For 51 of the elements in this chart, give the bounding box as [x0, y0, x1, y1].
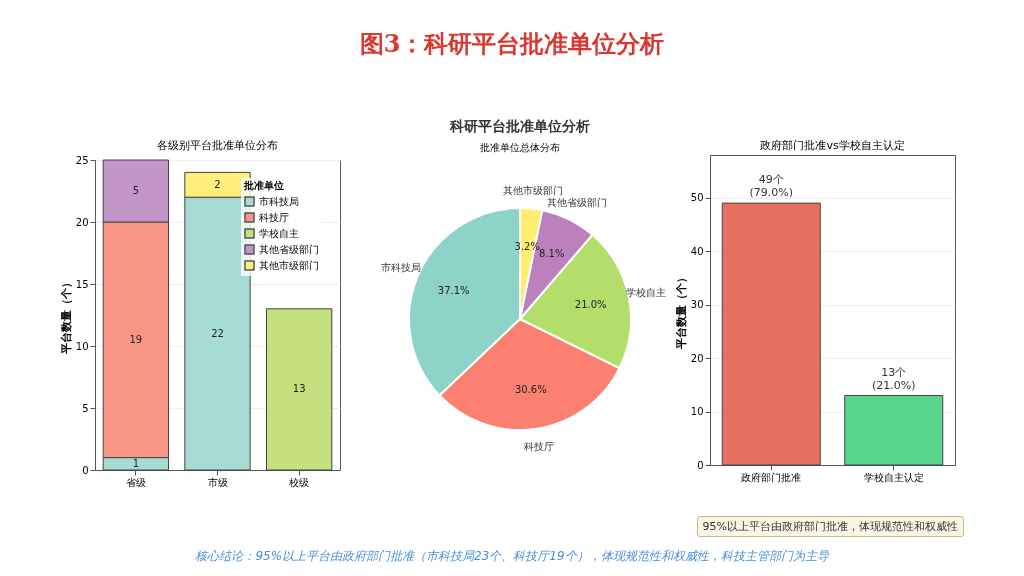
chart-title: 各级别平台批准单位分布	[157, 139, 278, 152]
legend-label: 其他省级部门	[259, 243, 319, 255]
y-tick-label: 15	[75, 278, 89, 290]
legend-label: 市科技局	[259, 195, 299, 207]
slice-label: 科技厅	[524, 440, 555, 452]
bar	[266, 308, 333, 471]
y-tick-label: 30	[690, 299, 704, 311]
text: 95%以上平台由政府部门批准，体现规范性和权威性	[696, 516, 964, 537]
legend-label: 科技厅	[259, 211, 289, 223]
y-tick-label: 0	[697, 459, 704, 471]
data-label: 19	[129, 333, 143, 345]
text: 核心结论：95%以上平台由政府部门批准（市科技局23个、科技厅19个），体现规范性和权威性，科技主管部门为主导	[194, 548, 831, 565]
x-tick-label: 政府部门批准	[741, 471, 802, 483]
y-tick-label: 10	[75, 340, 89, 352]
slice-label: 其他省级部门	[546, 197, 607, 209]
slice-label: 市科技局	[381, 262, 422, 274]
chart-title: 政府部门批准vs学校自主认定	[760, 139, 905, 152]
data-label: 37.1%	[437, 284, 470, 296]
y-tick-label: 0	[82, 464, 89, 476]
y-axis-title: 平台数量（个）	[674, 272, 688, 350]
data-label: 3.2%	[514, 241, 540, 253]
y-tick-label: 10	[690, 406, 704, 418]
legend-label: 其他市级部门	[259, 259, 319, 271]
data-label: 13	[292, 383, 306, 395]
y-tick-label: 25	[75, 154, 89, 166]
y-tick-label: 50	[690, 192, 704, 204]
y-tick-label: 20	[75, 216, 89, 228]
y-axis-title: 平台数量（个）	[59, 277, 73, 355]
data-label: 2	[214, 178, 221, 190]
y-tick-label: 20	[690, 352, 704, 364]
data-label: 8.1%	[539, 248, 565, 260]
x-tick-label: 学校自主认定	[863, 471, 924, 483]
slice-label: 其他市级部门	[502, 184, 563, 196]
data-label: 21.0%	[574, 298, 607, 310]
y-tick-label: 5	[82, 402, 89, 414]
data-label: 49个 (79.0%)	[749, 173, 794, 200]
text: 图3：科研平台批准单位分析	[358, 28, 666, 60]
data-label: 13个 (21.0%)	[871, 365, 916, 392]
x-tick-label: 市级	[207, 476, 228, 488]
slice-label: 学校自主	[626, 287, 667, 299]
data-label: 22	[211, 327, 224, 339]
data-label: 1	[132, 457, 140, 469]
x-tick-label: 省级	[125, 476, 146, 488]
y-tick-label: 40	[690, 245, 704, 257]
legend-label: 学校自主	[259, 227, 299, 239]
legend-title: 批准单位	[243, 180, 284, 191]
data-label: 5	[132, 185, 140, 196]
chart-title: 批准单位总体分布	[480, 142, 560, 153]
data-label: 30.6%	[514, 384, 547, 396]
x-tick-label: 校级	[288, 476, 310, 488]
text: 科研平台批准单位分析	[448, 118, 591, 136]
